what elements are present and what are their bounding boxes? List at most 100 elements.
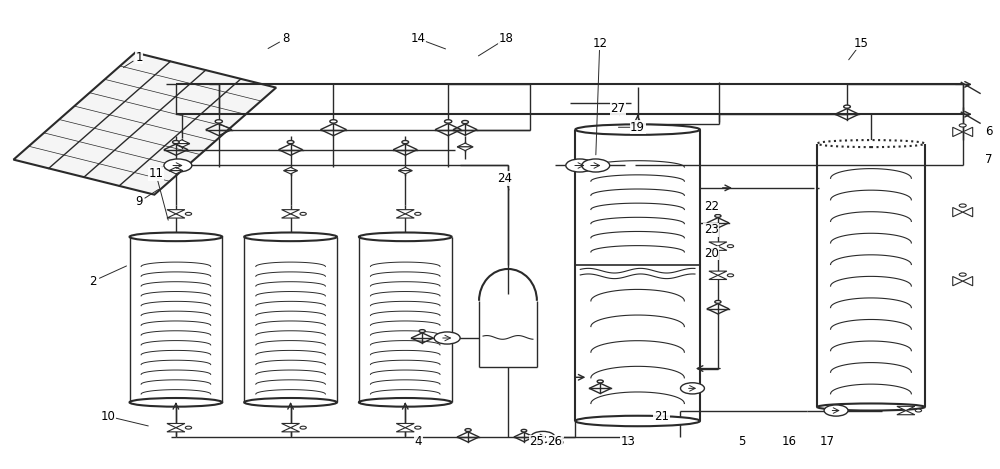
- Text: 22: 22: [704, 200, 719, 213]
- Circle shape: [959, 273, 966, 276]
- Circle shape: [915, 409, 922, 412]
- Polygon shape: [284, 167, 298, 171]
- Polygon shape: [282, 214, 300, 218]
- Polygon shape: [174, 140, 190, 144]
- Circle shape: [824, 405, 848, 416]
- Text: 26: 26: [547, 436, 562, 448]
- Circle shape: [164, 159, 192, 172]
- Polygon shape: [963, 127, 973, 136]
- Circle shape: [959, 124, 966, 127]
- Polygon shape: [709, 275, 727, 280]
- Circle shape: [462, 121, 468, 124]
- Text: 2: 2: [89, 275, 97, 287]
- Polygon shape: [167, 214, 185, 218]
- Polygon shape: [169, 167, 183, 171]
- Text: 16: 16: [782, 436, 797, 448]
- Polygon shape: [396, 214, 414, 218]
- Ellipse shape: [244, 233, 337, 241]
- Text: 7: 7: [985, 153, 992, 166]
- Text: 8: 8: [282, 32, 289, 45]
- Circle shape: [330, 120, 337, 123]
- Polygon shape: [167, 424, 185, 428]
- Polygon shape: [396, 210, 414, 214]
- Polygon shape: [963, 207, 973, 217]
- Text: 12: 12: [592, 37, 607, 50]
- Circle shape: [434, 332, 460, 344]
- Polygon shape: [398, 171, 412, 174]
- Ellipse shape: [359, 233, 452, 241]
- Circle shape: [597, 380, 603, 383]
- Text: 11: 11: [148, 167, 163, 181]
- Circle shape: [727, 245, 734, 248]
- Polygon shape: [284, 171, 298, 174]
- Circle shape: [185, 212, 192, 215]
- Text: 3: 3: [556, 436, 564, 448]
- Polygon shape: [709, 246, 727, 250]
- Text: 17: 17: [820, 436, 835, 448]
- Polygon shape: [963, 276, 973, 286]
- Circle shape: [445, 120, 452, 123]
- Ellipse shape: [244, 398, 337, 407]
- Polygon shape: [897, 410, 915, 415]
- Polygon shape: [282, 210, 300, 214]
- Polygon shape: [282, 428, 300, 432]
- Polygon shape: [953, 207, 963, 217]
- Circle shape: [215, 120, 222, 123]
- Polygon shape: [398, 167, 412, 171]
- Circle shape: [415, 212, 421, 215]
- Ellipse shape: [130, 398, 222, 407]
- Ellipse shape: [817, 403, 925, 410]
- Text: 1: 1: [135, 51, 143, 64]
- Text: 18: 18: [499, 32, 513, 45]
- Polygon shape: [174, 144, 190, 147]
- Polygon shape: [169, 171, 183, 174]
- Text: 15: 15: [854, 37, 868, 50]
- Polygon shape: [167, 428, 185, 432]
- Text: 27: 27: [610, 102, 625, 115]
- Circle shape: [419, 330, 425, 333]
- Text: 9: 9: [135, 196, 143, 208]
- Circle shape: [173, 141, 179, 144]
- Polygon shape: [396, 428, 414, 432]
- Circle shape: [300, 426, 306, 429]
- Circle shape: [531, 431, 555, 443]
- Bar: [14, 53, 276, 195]
- Circle shape: [566, 159, 594, 172]
- Text: 20: 20: [704, 247, 719, 260]
- Text: 10: 10: [101, 410, 116, 423]
- Polygon shape: [457, 143, 473, 147]
- Polygon shape: [282, 424, 300, 428]
- Text: 5: 5: [738, 436, 745, 448]
- Ellipse shape: [817, 140, 925, 147]
- Ellipse shape: [575, 124, 700, 135]
- Circle shape: [727, 274, 734, 277]
- Circle shape: [465, 429, 471, 431]
- Ellipse shape: [130, 233, 222, 241]
- Circle shape: [582, 159, 610, 172]
- Text: 21: 21: [654, 410, 669, 423]
- Circle shape: [715, 214, 721, 217]
- Circle shape: [715, 301, 721, 303]
- Polygon shape: [953, 276, 963, 286]
- Text: 23: 23: [704, 223, 719, 236]
- Text: 4: 4: [414, 436, 422, 448]
- Circle shape: [521, 430, 527, 432]
- Polygon shape: [457, 147, 473, 151]
- Text: 25: 25: [529, 436, 544, 448]
- Polygon shape: [953, 127, 963, 136]
- Text: 6: 6: [985, 125, 992, 138]
- Circle shape: [402, 141, 409, 144]
- Text: 13: 13: [620, 436, 635, 448]
- Circle shape: [844, 105, 850, 108]
- Ellipse shape: [575, 416, 700, 426]
- Circle shape: [415, 426, 421, 429]
- Polygon shape: [396, 424, 414, 428]
- Text: 19: 19: [630, 121, 645, 134]
- Circle shape: [287, 141, 294, 144]
- Circle shape: [185, 426, 192, 429]
- Polygon shape: [167, 210, 185, 214]
- Ellipse shape: [359, 398, 452, 407]
- Polygon shape: [897, 406, 915, 410]
- Circle shape: [680, 383, 704, 394]
- Polygon shape: [709, 242, 727, 246]
